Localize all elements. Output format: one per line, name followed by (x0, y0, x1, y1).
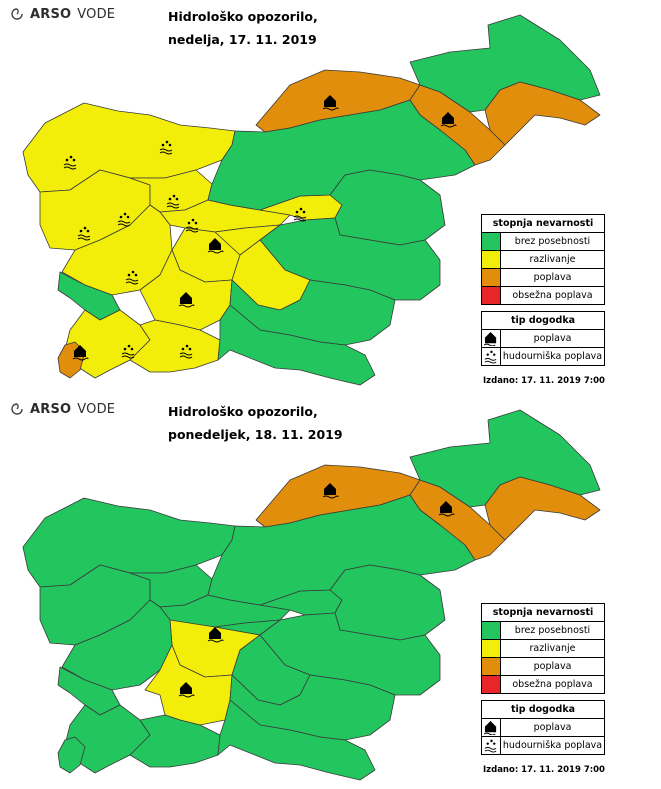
legend-row-green: brez posebnosti (482, 622, 604, 640)
map-title: Hidrološko opozorilo, nedelja, 17. 11. 2… (168, 5, 318, 51)
legend-label: obsežna poplava (512, 679, 593, 690)
region-istria (129, 319, 221, 373)
legend: stopnja nevarnosti brez posebnosti razli… (481, 214, 605, 366)
flash-flood-icon (185, 218, 199, 233)
brand: ARSO VODE (10, 401, 115, 417)
swatch-green (482, 622, 501, 639)
legend: stopnja nevarnosti brez posebnosti razli… (481, 603, 605, 755)
flash-flood-icon (179, 344, 193, 359)
flash-flood-icon (482, 737, 501, 754)
flood-house-icon (178, 292, 195, 308)
flood-house-icon (207, 238, 224, 254)
brand-name: ARSO (30, 401, 72, 417)
flood-house-icon (440, 112, 457, 128)
brand: ARSO VODE (10, 6, 115, 22)
slovenia-map (22, 409, 601, 781)
map-panel-monday: ARSO VODE Hidrološko opozorilo, ponedelj… (0, 395, 661, 789)
flood-house-icon (482, 330, 501, 347)
flash-flood-icon (63, 155, 77, 170)
severity-legend-title: stopnja nevarnosti (482, 604, 604, 622)
legend-label: poplava (533, 661, 572, 672)
flood-house-icon (178, 682, 195, 698)
map-panel-sunday: ARSO VODE Hidrološko opozorilo, nedelja,… (0, 0, 661, 394)
severity-legend: stopnja nevarnosti brez posebnosti razli… (481, 214, 605, 305)
event-icons (178, 483, 455, 698)
legend-row-flash-flood: hudourniška poplava (482, 348, 604, 365)
legend-label: poplava (533, 722, 572, 733)
legend-label: hudourniška poplava (502, 740, 603, 751)
legend-label: obsežna poplava (512, 290, 593, 301)
flash-flood-icon (482, 348, 501, 365)
legend-label: brez posebnosti (514, 625, 591, 636)
map-title-line1: Hidrološko opozorilo, (168, 9, 318, 24)
swatch-orange (482, 658, 501, 675)
region-sotla (484, 476, 601, 541)
brand-name: ARSO (30, 6, 72, 22)
flash-flood-icon (125, 270, 139, 285)
legend-label: poplava (533, 333, 572, 344)
legend-row-orange: poplava (482, 658, 604, 676)
flood-house-icon (438, 501, 455, 517)
swatch-green (482, 233, 501, 250)
type-legend-title: tip dogodka (482, 701, 604, 719)
type-legend-title: tip dogodka (482, 312, 604, 330)
map-title-line1: Hidrološko opozorilo, (168, 404, 318, 419)
region-central (329, 169, 446, 246)
legend-label: brez posebnosti (514, 236, 591, 247)
map-title: Hidrološko opozorilo, ponedeljek, 18. 11… (168, 400, 343, 446)
arso-swirl-icon (11, 403, 23, 415)
swatch-red (482, 287, 501, 304)
region-kolpa (217, 304, 376, 386)
issued-timestamp: Izdano: 17. 11. 2019 7:00 (483, 765, 605, 775)
legend-row-yellow: razlivanje (482, 251, 604, 269)
legend-row-green: brez posebnosti (482, 233, 604, 251)
legend-row-yellow: razlivanje (482, 640, 604, 658)
map-title-line2: ponedeljek, 18. 11. 2019 (168, 427, 343, 442)
swatch-yellow (482, 640, 501, 657)
swatch-yellow (482, 251, 501, 268)
region-central (329, 564, 446, 641)
flood-house-icon (322, 95, 339, 111)
map-title-line2: nedelja, 17. 11. 2019 (168, 32, 317, 47)
arso-swirl-icon (11, 8, 23, 20)
region-koper-bay (57, 736, 86, 774)
swatch-red (482, 676, 501, 693)
legend-label: hudourniška poplava (502, 351, 603, 362)
type-legend: tip dogodka poplava hudourniška poplava (481, 700, 605, 755)
legend-label: razlivanje (529, 254, 576, 265)
swatch-orange (482, 269, 501, 286)
region-sotla (484, 81, 601, 146)
legend-row-orange: poplava (482, 269, 604, 287)
region-selska (159, 199, 291, 233)
severity-legend: stopnja nevarnosti brez posebnosti razli… (481, 603, 605, 694)
legend-row-red: obsežna poplava (482, 676, 604, 693)
flood-house-icon (207, 627, 224, 643)
flood-house-icon (72, 345, 89, 361)
legend-row-flood: poplava (482, 330, 604, 348)
legend-row-flood: poplava (482, 719, 604, 737)
brand-sub: VODE (77, 401, 116, 417)
flood-house-icon (322, 483, 339, 499)
type-legend: tip dogodka poplava hudourniška poplava (481, 311, 605, 366)
legend-label: razlivanje (529, 643, 576, 654)
flash-flood-icon (166, 194, 180, 209)
region-istria (129, 714, 221, 768)
slovenia-map (22, 14, 601, 386)
flash-flood-icon (117, 212, 131, 227)
event-icons (63, 95, 457, 361)
flash-flood-icon (121, 344, 135, 359)
issued-timestamp: Izdano: 17. 11. 2019 7:00 (483, 376, 605, 386)
flash-flood-icon (293, 207, 307, 222)
region-kolpa (217, 699, 376, 781)
legend-row-red: obsežna poplava (482, 287, 604, 304)
flash-flood-icon (159, 140, 173, 155)
severity-legend-title: stopnja nevarnosti (482, 215, 604, 233)
brand-sub: VODE (77, 6, 116, 22)
legend-row-flash-flood: hudourniška poplava (482, 737, 604, 754)
flood-house-icon (482, 719, 501, 736)
legend-label: poplava (533, 272, 572, 283)
flash-flood-icon (77, 226, 91, 241)
